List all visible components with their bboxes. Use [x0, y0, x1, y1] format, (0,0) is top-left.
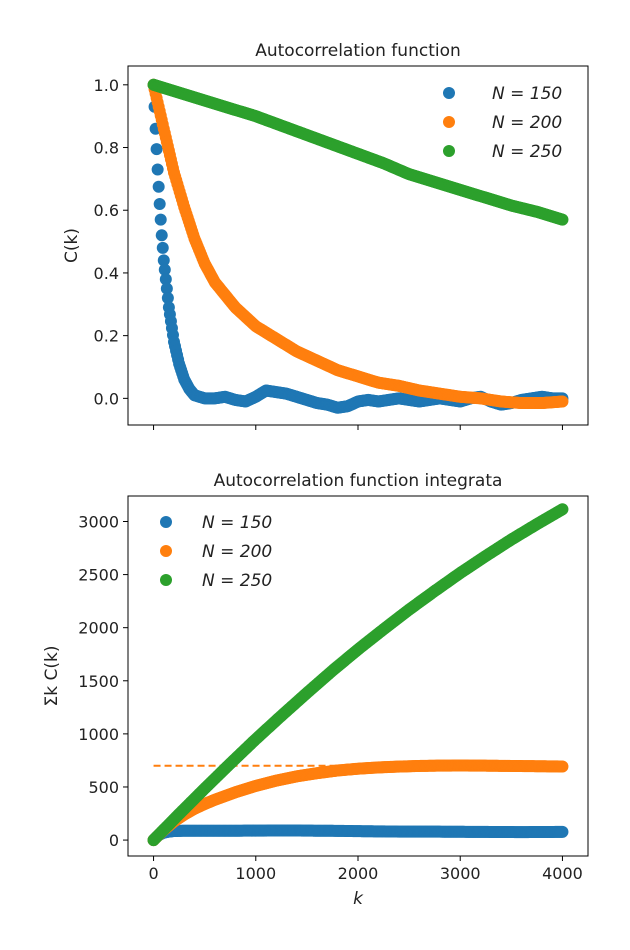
legend-label: N = 150	[202, 513, 272, 533]
legend-marker	[443, 145, 455, 157]
legend-marker	[160, 574, 172, 586]
data-point	[556, 825, 569, 838]
legend-marker	[443, 87, 455, 99]
legend-item: N = 250	[443, 142, 562, 162]
legend-label: N = 250	[202, 571, 272, 591]
data-point	[556, 213, 569, 226]
data-point	[151, 163, 164, 176]
legend-label: N = 200	[492, 113, 562, 133]
y-tick-label: 0.2	[94, 327, 119, 346]
legend-marker	[160, 516, 172, 528]
legend-item: N = 150	[443, 84, 562, 104]
y-tick-label: 1000	[78, 725, 119, 744]
data-point	[150, 143, 163, 156]
series-n-200	[147, 78, 569, 410]
legend-item: N = 200	[443, 113, 562, 133]
chart-title: Autocorrelation function	[255, 41, 461, 61]
y-axis-label: Σk C(k)	[42, 646, 62, 707]
data-point	[556, 395, 569, 408]
data-area	[147, 78, 569, 414]
legend-label: N = 250	[492, 142, 562, 162]
y-tick-label: 0.4	[94, 264, 119, 283]
chart-title: Autocorrelation function integrata	[214, 471, 503, 491]
chart-panel-1: Autocorrelation function 0.0 0.2 0.4 0.6 0.8 1…	[62, 41, 589, 430]
series-n-250	[147, 78, 569, 226]
series-n-150	[147, 824, 569, 847]
x-tick-label: 4000	[542, 864, 583, 883]
y-tick-label: 0.8	[94, 139, 119, 158]
data-point	[159, 273, 172, 286]
x-tick-label: 1000	[235, 864, 276, 883]
chart-panel-2: Autocorrelation function integrata 0 1000 2…	[42, 471, 589, 909]
y-tick-label: 3000	[78, 512, 119, 531]
series-n-250	[147, 503, 569, 847]
legend-item: N = 200	[160, 542, 272, 562]
y-tick-label: 500	[88, 778, 119, 797]
legend-marker	[443, 116, 455, 128]
data-point	[155, 229, 168, 242]
y-tick-label: 2500	[78, 566, 119, 585]
data-point	[160, 282, 173, 295]
data-point	[152, 180, 165, 193]
x-tick-label: 3000	[440, 864, 481, 883]
series-n-200	[147, 759, 569, 847]
data-point	[556, 503, 569, 516]
data-point	[161, 292, 174, 305]
y-tick-label: 1500	[78, 672, 119, 691]
data-point	[153, 197, 166, 210]
legend-marker	[160, 545, 172, 557]
legend-item: N = 150	[160, 513, 272, 533]
data-point	[154, 213, 167, 226]
data-point	[556, 760, 569, 773]
x-tick-label: 2000	[338, 864, 379, 883]
y-tick-label: 0	[109, 831, 119, 850]
data-area	[147, 503, 569, 847]
data-point	[158, 263, 171, 276]
y-axis-label: C(k)	[62, 228, 82, 263]
x-axis-label: k	[353, 889, 364, 909]
x-tick-label: 0	[148, 864, 158, 883]
y-tick-label: 0.6	[94, 201, 119, 220]
y-tick-label: 2000	[78, 619, 119, 638]
y-tick-label: 0.0	[94, 389, 119, 408]
legend-label: N = 150	[492, 84, 562, 104]
y-tick-label: 1.0	[94, 76, 119, 95]
legend-item: N = 250	[160, 571, 272, 591]
data-point	[157, 254, 170, 267]
legend-label: N = 200	[202, 542, 272, 562]
data-point	[156, 241, 169, 254]
